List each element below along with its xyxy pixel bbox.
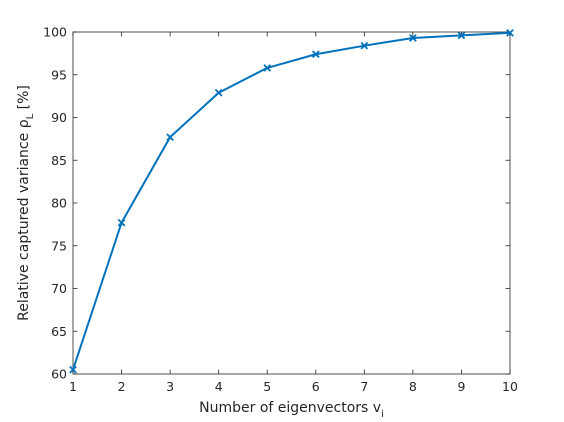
data-point-marker <box>166 133 174 142</box>
data-point-marker <box>69 365 77 374</box>
x-tick-label: 2 <box>118 379 126 394</box>
x-tick-label: 1 <box>69 379 77 394</box>
data-point-marker <box>457 31 466 40</box>
data-point-marker <box>263 64 272 72</box>
y-tick-label: 70 <box>51 281 67 296</box>
x-axis-label-text: Number of eigenvectors v <box>199 400 381 416</box>
x-tick-label: 7 <box>360 379 368 394</box>
x-tick-label: 10 <box>502 379 518 394</box>
y-axis-label-unit: [%] <box>16 85 32 114</box>
y-tick-label: 75 <box>51 238 67 253</box>
series-line <box>72 31 511 371</box>
y-axis-label: Relative captured variance ρL [%] <box>16 85 36 321</box>
x-tick-label: 4 <box>215 379 223 394</box>
series-layer <box>69 29 514 374</box>
x-tick-label: 5 <box>263 379 271 394</box>
y-tick-label: 95 <box>51 67 67 82</box>
data-point-marker <box>311 50 320 59</box>
data-point-marker <box>409 34 417 42</box>
data-point-marker <box>506 29 514 37</box>
plot-area <box>72 31 511 375</box>
data-point-marker <box>214 88 223 97</box>
y-tick-label: 100 <box>43 25 67 40</box>
data-point-marker <box>117 218 126 227</box>
y-axis-ticks: 60 65 70 75 80 85 90 95 100 <box>43 25 510 382</box>
y-tick-label: 60 <box>51 367 67 382</box>
x-axis-ticks: 1 2 3 4 5 6 7 8 9 10 <box>69 32 518 394</box>
x-tick-label: 9 <box>457 379 465 394</box>
y-tick-label: 85 <box>51 153 67 168</box>
x-axis-label: Number of eigenvectors vi <box>199 400 384 420</box>
y-tick-label: 65 <box>51 324 67 339</box>
x-tick-label: 6 <box>312 379 320 394</box>
y-tick-label: 90 <box>51 110 67 125</box>
data-point-marker <box>360 41 369 50</box>
x-tick-label: 3 <box>166 379 174 394</box>
x-tick-label: 8 <box>409 379 417 394</box>
y-axis-label-text: Relative captured variance ρ <box>16 119 32 321</box>
x-axis-label-subscript: i <box>381 409 384 420</box>
y-axis-label-subscript: L <box>25 113 36 119</box>
y-tick-label: 80 <box>51 196 67 211</box>
